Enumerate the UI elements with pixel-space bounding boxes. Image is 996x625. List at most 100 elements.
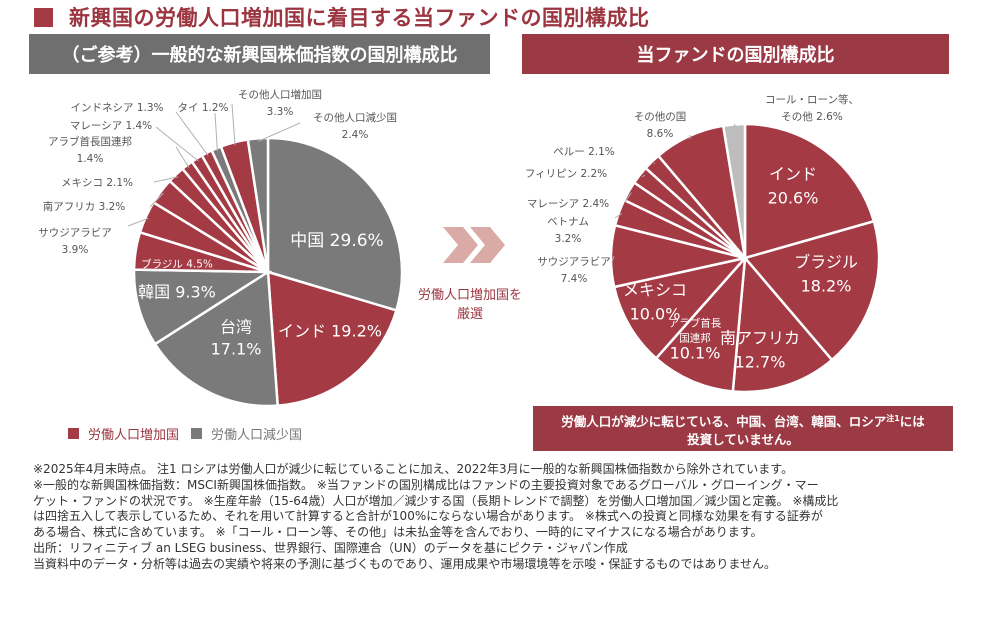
footnote-line: は四捨五入して表示しているため、それを用いて計算すると合計が100%にならない場… <box>33 509 823 524</box>
pie-slice <box>742 219 881 362</box>
footnotes: ※2025年4月末時点。 注1 ロシアは労働人口が減少に転じていることに加え、2… <box>33 462 973 573</box>
legend-swatch-increase <box>68 428 79 439</box>
slice-label: その他人口減少国 <box>313 111 397 124</box>
slice-label: マレーシア 1.4% <box>70 120 152 132</box>
pie-slice <box>246 136 270 273</box>
legend-item-decrease: 労働人口減少国 <box>191 424 302 443</box>
slice-label: サウジアラビア <box>537 256 611 268</box>
slice-label: インド <box>769 165 817 184</box>
pie-slice <box>153 269 280 408</box>
slice-label: インド 19.2% <box>278 322 382 341</box>
note-box-line1: 労働人口が減少に転じている、中国、台湾、韓国、ロシア注1には <box>533 410 953 431</box>
leader-line <box>175 146 190 168</box>
slice-label: 20.6% <box>768 189 819 208</box>
arrow-caption: 労働人口増加国を 厳選 <box>405 286 535 324</box>
pie-chart-index: 中国 29.6% インド 19.2% 台湾 17.1% 韓国 9.3% ブラジル 4.5%… <box>38 88 404 408</box>
slice-label: 18.2% <box>801 277 852 296</box>
slice-label: 国連邦 <box>679 332 711 345</box>
legend-label-increase: 労働人口増加国 <box>88 428 180 443</box>
slice-label: 8.6% <box>647 128 674 140</box>
slice-label: マレーシア 2.4% <box>527 198 609 210</box>
slice-label: ペルー 2.1% <box>553 146 615 158</box>
slice-label: フィリピン 2.2% <box>525 168 607 180</box>
page-title: 新興国の労働人口増加国に着目する当ファンドの国別構成比 <box>34 2 650 32</box>
slice-label: 10.1% <box>670 344 721 363</box>
page-title-text: 新興国の労働人口増加国に着目する当ファンドの国別構成比 <box>69 6 650 30</box>
slice-label: コール・ローン等、 <box>765 93 859 106</box>
pie-slice <box>731 254 834 394</box>
pie-slice <box>132 268 273 346</box>
slice-label: 2.4% <box>342 129 369 141</box>
double-chevron-arrow-icon <box>443 227 505 263</box>
arrow-caption-line2: 厳選 <box>456 307 483 322</box>
right-chart-header: 当ファンドの国別構成比 <box>522 34 949 74</box>
slice-label: メキシコ 2.1% <box>61 177 133 189</box>
pie-slice <box>266 270 398 407</box>
left-chart-header: （ご参考）一般的な新興国株価指数の国別構成比 <box>29 34 490 74</box>
slice-label: 7.4% <box>561 273 588 285</box>
leader-line <box>175 111 209 156</box>
arrow-caption-line1: 労働人口増加国を <box>417 288 522 303</box>
pie-slice <box>266 136 404 312</box>
leader-line <box>214 112 218 152</box>
leader-line <box>733 123 736 128</box>
title-square-icon <box>34 8 53 27</box>
slice-label: 12.7% <box>735 353 786 372</box>
slice-label: その他人口増加国 <box>238 88 322 101</box>
note-box-line2: 投資していません。 <box>687 432 799 448</box>
footnote-line: ※一般的な新興国株価指数：MSCI新興国株価指数。 ※当ファンドの国別構成比はフ… <box>33 477 819 492</box>
slice-label: タイ 1.2% <box>177 102 228 114</box>
note-box: 労働人口が減少に転じている、中国、台湾、韓国、ロシア注1には 投資していません。 <box>533 406 953 451</box>
slice-label: その他 2.6% <box>781 110 843 123</box>
leader-line <box>641 174 646 178</box>
leader-line <box>231 103 236 146</box>
slice-label: ベトナム <box>547 216 589 228</box>
chart-legend: 労働人口増加国 労働人口減少国 <box>68 424 302 443</box>
leader-line <box>153 176 179 183</box>
leader-line <box>624 192 632 203</box>
footnote-line: 当資料中のデータ・分析等は過去の実績や将来の予測に基づくものであり、運用成果や市… <box>33 556 777 571</box>
footnote-line: ケット・ファンドの状況です。 ※生産年齢（15-64歳）人口が増加／減少する国（… <box>33 493 839 508</box>
slice-label: 1.4% <box>77 153 104 165</box>
slice-label: 3.2% <box>555 233 582 245</box>
slice-label: 10.0% <box>630 305 681 324</box>
slice-label: インドネシア 1.3% <box>70 102 163 114</box>
slice-label: 中国 29.6% <box>290 231 383 251</box>
slice-label: 南アフリカ 3.2% <box>43 200 126 213</box>
leader-line <box>257 122 301 142</box>
slice-label: メキシコ <box>623 281 687 300</box>
leader-line <box>127 217 149 227</box>
note-text: 労働人口が減少に転じている、中国、台湾、韓国、ロシア <box>561 414 887 430</box>
pie-slice <box>721 122 747 259</box>
note-superscript: 注1 <box>886 414 900 423</box>
pie-slice <box>743 122 876 260</box>
slice-label: 3.9% <box>62 244 89 256</box>
slice-label: アラブ首長 <box>669 317 722 330</box>
note-text-post: には <box>899 414 925 430</box>
leader-line <box>155 126 199 162</box>
leader-line <box>611 255 615 263</box>
chevron-icon <box>443 227 478 263</box>
pie-chart-fund: インド 20.6% ブラジル 18.2% 南アフリカ 12.7% アラブ首長国連邦10.1%… <box>525 93 881 394</box>
slice-label: 韓国 9.3% <box>138 283 216 302</box>
slice-label: その他の国 <box>634 110 687 123</box>
slice-label: 17.1% <box>211 340 262 359</box>
legend-item-increase: 労働人口増加国 <box>68 424 179 443</box>
pie-slice <box>654 254 747 393</box>
footnote-line: ある場合、株式に含めています。 ※「コール・ローン等、その他」は未払金等を含んで… <box>33 525 763 540</box>
slice-label: ブラジル 4.5% <box>141 258 213 271</box>
leader-line <box>653 162 656 165</box>
slice-label: ブラジル <box>794 253 858 272</box>
slice-label: アラブ首長国連邦 <box>48 135 132 148</box>
slice-label: 南アフリカ <box>720 329 800 348</box>
legend-label-decrease: 労働人口減少国 <box>211 428 303 443</box>
slice-label: サウジアラビア <box>38 227 112 239</box>
legend-swatch-decrease <box>191 428 203 439</box>
pie-slice <box>612 255 749 361</box>
slice-label: 台湾 <box>220 318 252 337</box>
leader-line <box>149 192 164 208</box>
footnote-line: 出所：リフィニティブ an LSEG business、世界銀行、国際連合（UN… <box>33 540 628 555</box>
slice-label: 3.3% <box>267 106 294 118</box>
footnote-line: ※2025年4月末時点。 注1 ロシアは労働人口が減少に転じていることに加え、2… <box>33 462 794 476</box>
